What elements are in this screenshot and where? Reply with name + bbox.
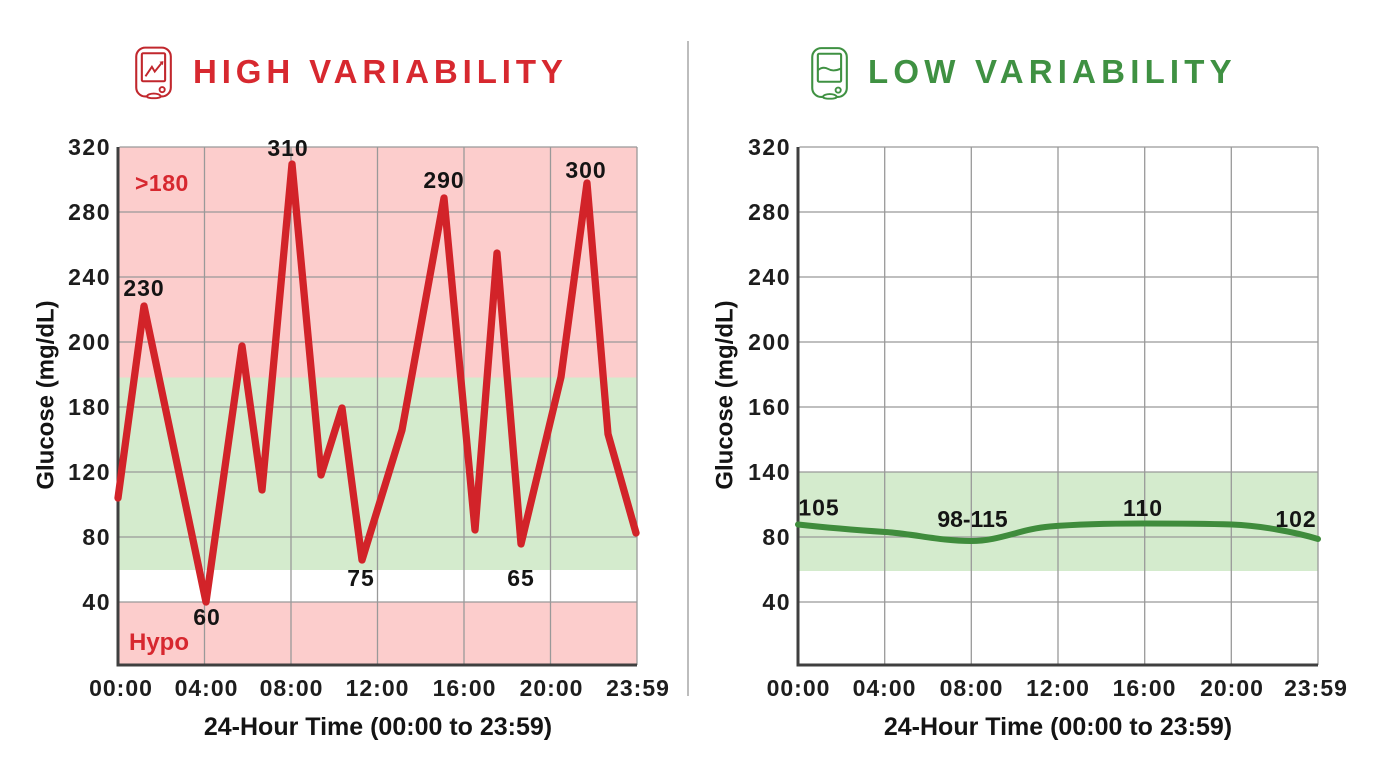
svg-text:75: 75 (347, 565, 375, 591)
svg-text:102: 102 (1275, 506, 1316, 532)
svg-text:200: 200 (68, 329, 111, 355)
svg-text:160: 160 (748, 394, 791, 420)
svg-text:08:00: 08:00 (940, 675, 1004, 701)
svg-text:20:00: 20:00 (1200, 675, 1264, 701)
svg-text:Hypo: Hypo (129, 629, 189, 656)
svg-text:23:59: 23:59 (1284, 675, 1348, 701)
svg-text:280: 280 (748, 199, 791, 225)
svg-text:>180: >180 (135, 170, 189, 196)
svg-text:04:00: 04:00 (853, 675, 917, 701)
svg-text:04:00: 04:00 (175, 675, 239, 701)
svg-text:180: 180 (68, 394, 111, 420)
svg-text:40: 40 (82, 589, 111, 615)
svg-text:00:00: 00:00 (89, 675, 153, 701)
svg-text:240: 240 (748, 264, 791, 290)
svg-text:320: 320 (68, 134, 111, 160)
svg-text:65: 65 (507, 565, 535, 591)
svg-text:Glucose (mg/dL): Glucose (mg/dL) (712, 300, 739, 489)
svg-text:80: 80 (762, 524, 791, 550)
svg-text:300: 300 (565, 157, 606, 183)
svg-text:140: 140 (748, 459, 791, 485)
svg-text:24-Hour Time (00:00 to 23:59): 24-Hour Time (00:00 to 23:59) (884, 713, 1232, 741)
svg-text:290: 290 (423, 167, 464, 193)
svg-text:230: 230 (123, 275, 164, 301)
svg-text:98-115: 98-115 (937, 506, 1008, 532)
svg-text:16:00: 16:00 (1113, 675, 1177, 701)
svg-text:23:59: 23:59 (606, 675, 670, 701)
svg-text:00:00: 00:00 (767, 675, 831, 701)
svg-text:12:00: 12:00 (346, 675, 410, 701)
svg-text:24-Hour Time (00:00 to 23:59): 24-Hour Time (00:00 to 23:59) (204, 713, 552, 741)
svg-text:120: 120 (68, 459, 111, 485)
svg-text:60: 60 (193, 604, 221, 630)
svg-text:280: 280 (68, 199, 111, 225)
svg-text:320: 320 (748, 134, 791, 160)
svg-text:40: 40 (762, 589, 791, 615)
svg-text:105: 105 (798, 495, 839, 521)
svg-text:12:00: 12:00 (1026, 675, 1090, 701)
svg-text:240: 240 (68, 264, 111, 290)
svg-text:310: 310 (267, 135, 308, 161)
svg-text:110: 110 (1123, 495, 1163, 521)
svg-text:200: 200 (748, 329, 791, 355)
svg-text:08:00: 08:00 (260, 675, 324, 701)
svg-text:Glucose (mg/dL): Glucose (mg/dL) (33, 300, 60, 489)
svg-text:16:00: 16:00 (433, 675, 497, 701)
svg-text:80: 80 (82, 524, 111, 550)
svg-text:20:00: 20:00 (520, 675, 584, 701)
